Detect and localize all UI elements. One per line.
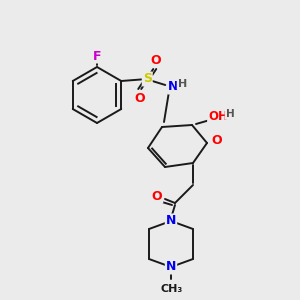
Text: N: N: [166, 260, 176, 274]
Text: H: H: [178, 79, 187, 89]
Text: O: O: [212, 134, 222, 148]
Text: O: O: [150, 53, 160, 67]
Text: H: H: [226, 109, 234, 119]
Text: O: O: [134, 92, 145, 104]
Text: O: O: [152, 190, 162, 202]
Text: OH: OH: [208, 110, 228, 124]
Text: N: N: [166, 214, 176, 227]
Text: CH₃: CH₃: [161, 284, 183, 294]
Text: F: F: [93, 50, 101, 62]
Text: S: S: [143, 73, 152, 85]
Text: N: N: [168, 80, 178, 94]
